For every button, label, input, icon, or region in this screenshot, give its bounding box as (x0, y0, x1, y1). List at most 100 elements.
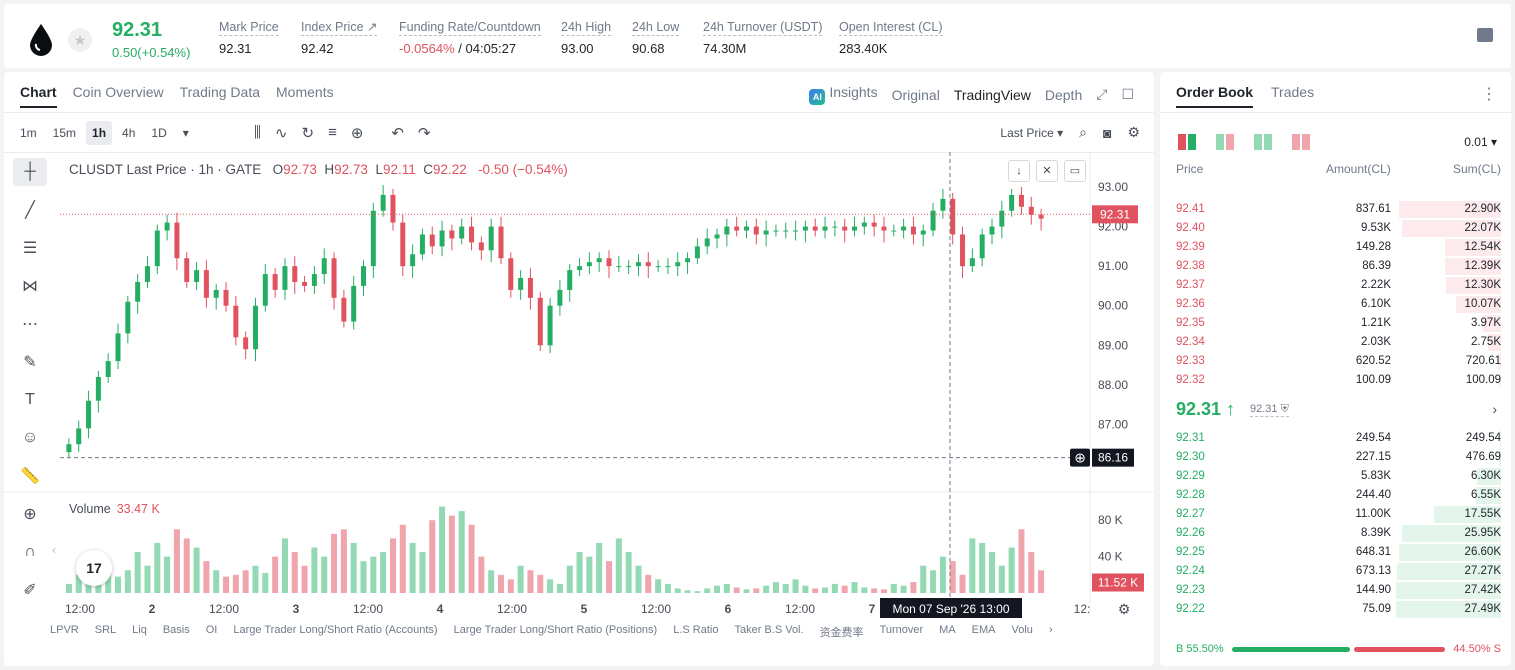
stat-label[interactable]: Mark Price (219, 20, 279, 36)
indicator-item[interactable]: Large Trader Long/Short Ratio (Positions… (453, 624, 658, 636)
zoom-in-icon[interactable]: ⊕ (23, 506, 37, 523)
interval-4h[interactable]: 4h (122, 126, 136, 140)
interval-15m[interactable]: 15m (52, 126, 77, 140)
expand-icon[interactable]: ⤢ (1096, 86, 1108, 102)
bid-row[interactable]: 92.24 673.13 27.27K (1160, 562, 1511, 581)
indicator-item[interactable]: Turnover (879, 624, 924, 636)
ask-row[interactable]: 92.39 149.28 12.54K (1160, 238, 1511, 257)
bid-row[interactable]: 92.22 75.09 27.49K (1160, 600, 1511, 619)
chevron-down-icon[interactable]: ▾ (182, 126, 189, 140)
mode-split-icon[interactable] (1216, 134, 1234, 150)
ask-row[interactable]: 92.41 837.61 22.90K (1160, 200, 1511, 219)
search-icon[interactable]: ⌕ (1079, 124, 1087, 140)
fib-icon[interactable]: ☰ (22, 240, 38, 257)
indicator-item[interactable]: 资金费率 (819, 627, 864, 639)
tab-chart[interactable]: Chart (20, 84, 57, 108)
trend-line-icon[interactable]: ╱ (25, 202, 35, 219)
ask-row[interactable]: 92.33 620.52 720.61 (1160, 352, 1511, 371)
indicator-item[interactable]: Volu (1011, 624, 1033, 636)
ask-row[interactable]: 92.40 9.53K 22.07K (1160, 219, 1511, 238)
ask-row[interactable]: 92.36 6.10K 10.07K (1160, 295, 1511, 314)
crosshair-icon[interactable]: ┼ (13, 158, 47, 186)
view-original[interactable]: Original (891, 86, 940, 103)
emoji-icon[interactable]: ☺ (21, 429, 39, 446)
indicator-item[interactable]: Taker B.S Vol. (734, 624, 804, 636)
indicator-item[interactable]: OI (205, 624, 218, 636)
ask-row[interactable]: 92.35 1.21K 3.97K (1160, 314, 1511, 333)
insights-button[interactable]: AI Insights (809, 84, 878, 105)
pattern-icon[interactable]: ⋈ (22, 278, 38, 295)
templates-icon[interactable]: ≡ (328, 124, 337, 141)
more-icon[interactable]: ⋮ (1481, 86, 1497, 103)
bid-row[interactable]: 92.28 244.40 6.55K (1160, 486, 1511, 505)
mode-both-icon[interactable] (1178, 134, 1196, 150)
indicator-item[interactable]: L.S Ratio (673, 624, 719, 636)
book-icon[interactable] (1477, 28, 1493, 42)
indicator-item[interactable]: MA (939, 624, 956, 636)
collapse-icon[interactable]: ✕ (1036, 160, 1058, 182)
view-tradingview[interactable]: TradingView (953, 86, 1031, 103)
candle-body (311, 274, 317, 286)
ask-row[interactable]: 92.32 100.09 100.09 (1160, 371, 1511, 390)
chevron-right-icon[interactable]: › (1492, 401, 1497, 417)
chevron-right-icon[interactable]: › (1048, 624, 1053, 636)
bid-row[interactable]: 92.29 5.83K 6.30K (1160, 467, 1511, 486)
indicator-item[interactable]: LPVR (50, 624, 79, 636)
mode-asks-icon[interactable] (1292, 134, 1310, 150)
ask-row[interactable]: 92.38 86.39 12.39K (1160, 257, 1511, 276)
fullscreen-icon[interactable]: ▭ (1064, 160, 1086, 182)
replay-icon[interactable]: ↻ (301, 125, 315, 142)
bid-row[interactable]: 92.27 11.00K 17.55K (1160, 505, 1511, 524)
bid-row[interactable]: 92.26 8.39K 25.95K (1160, 524, 1511, 543)
favorite-star-icon[interactable]: ★ (68, 28, 92, 52)
indicator-item[interactable]: Large Trader Long/Short Ratio (Accounts) (233, 624, 438, 636)
tab-moments[interactable]: Moments (276, 84, 334, 100)
indicator-item[interactable]: EMA (971, 624, 996, 636)
window-icon[interactable]: ☐ (1121, 86, 1134, 102)
stat-label[interactable]: 24h High (561, 20, 612, 36)
bid-row[interactable]: 92.31 249.54 249.54 (1160, 429, 1511, 448)
magnet-icon[interactable]: ∩ (24, 543, 36, 560)
redo-icon[interactable]: ↷ (417, 125, 431, 142)
volume-bar (733, 587, 740, 593)
indicator-item[interactable]: Basis (162, 624, 190, 636)
stat-label[interactable]: 24h Turnover (USDT) (703, 20, 823, 36)
pencil-icon[interactable]: ✐ (23, 582, 37, 599)
ruler-icon[interactable]: 📏 (20, 468, 40, 485)
arrow-down-icon[interactable]: ↓ (1008, 160, 1030, 182)
indicator-item[interactable]: Liq (132, 624, 147, 636)
indicator-item[interactable]: SRL (94, 624, 117, 636)
stat-label[interactable]: Funding Rate/Countdown (399, 20, 541, 36)
tab-trading-data[interactable]: Trading Data (179, 84, 261, 100)
ask-row[interactable]: 92.37 2.22K 12.30K (1160, 276, 1511, 295)
mode-bids-icon[interactable] (1254, 134, 1272, 150)
price-source-select[interactable]: Last Price ▾ (1000, 125, 1064, 140)
text-icon[interactable]: T (25, 391, 35, 408)
projection-icon[interactable]: ⋯ (22, 316, 38, 333)
brush-icon[interactable]: ✎ (23, 354, 37, 371)
camera-icon[interactable]: ◙ (1102, 124, 1112, 141)
sell-ratio-bar (1354, 647, 1445, 652)
tab-coin-overview[interactable]: Coin Overview (72, 84, 164, 100)
stat-label[interactable]: 24h Low (632, 20, 680, 36)
interval-1m[interactable]: 1m (20, 126, 37, 140)
stat-label[interactable]: Index Price ↗ (301, 20, 378, 36)
add-alert-icon[interactable]: ⊕ (350, 125, 364, 142)
ask-row[interactable]: 92.34 2.03K 2.75K (1160, 333, 1511, 352)
undo-icon[interactable]: ↶ (391, 125, 404, 142)
bid-row[interactable]: 92.30 227.15 476.69 (1160, 448, 1511, 467)
interval-1d[interactable]: 1D (151, 126, 167, 140)
gear-icon[interactable]: ⚙ (1127, 124, 1140, 140)
stat-label[interactable]: Open Interest (CL) (839, 20, 943, 36)
bid-row[interactable]: 92.25 648.31 26.60K (1160, 543, 1511, 562)
indicators-icon[interactable]: ∿ (274, 125, 288, 142)
tradingview-logo[interactable]: 17 (76, 550, 112, 586)
bid-row[interactable]: 92.23 144.90 27.42K (1160, 581, 1511, 600)
precision-select[interactable]: 0.01 ▾ (1464, 135, 1497, 149)
tab-order-book[interactable]: Order Book (1176, 84, 1254, 108)
view-depth[interactable]: Depth (1044, 86, 1083, 103)
candle-type-icon[interactable]: ⫼ (254, 124, 261, 141)
tab-trades[interactable]: Trades (1271, 84, 1315, 100)
interval-1h[interactable]: 1h (86, 121, 113, 145)
